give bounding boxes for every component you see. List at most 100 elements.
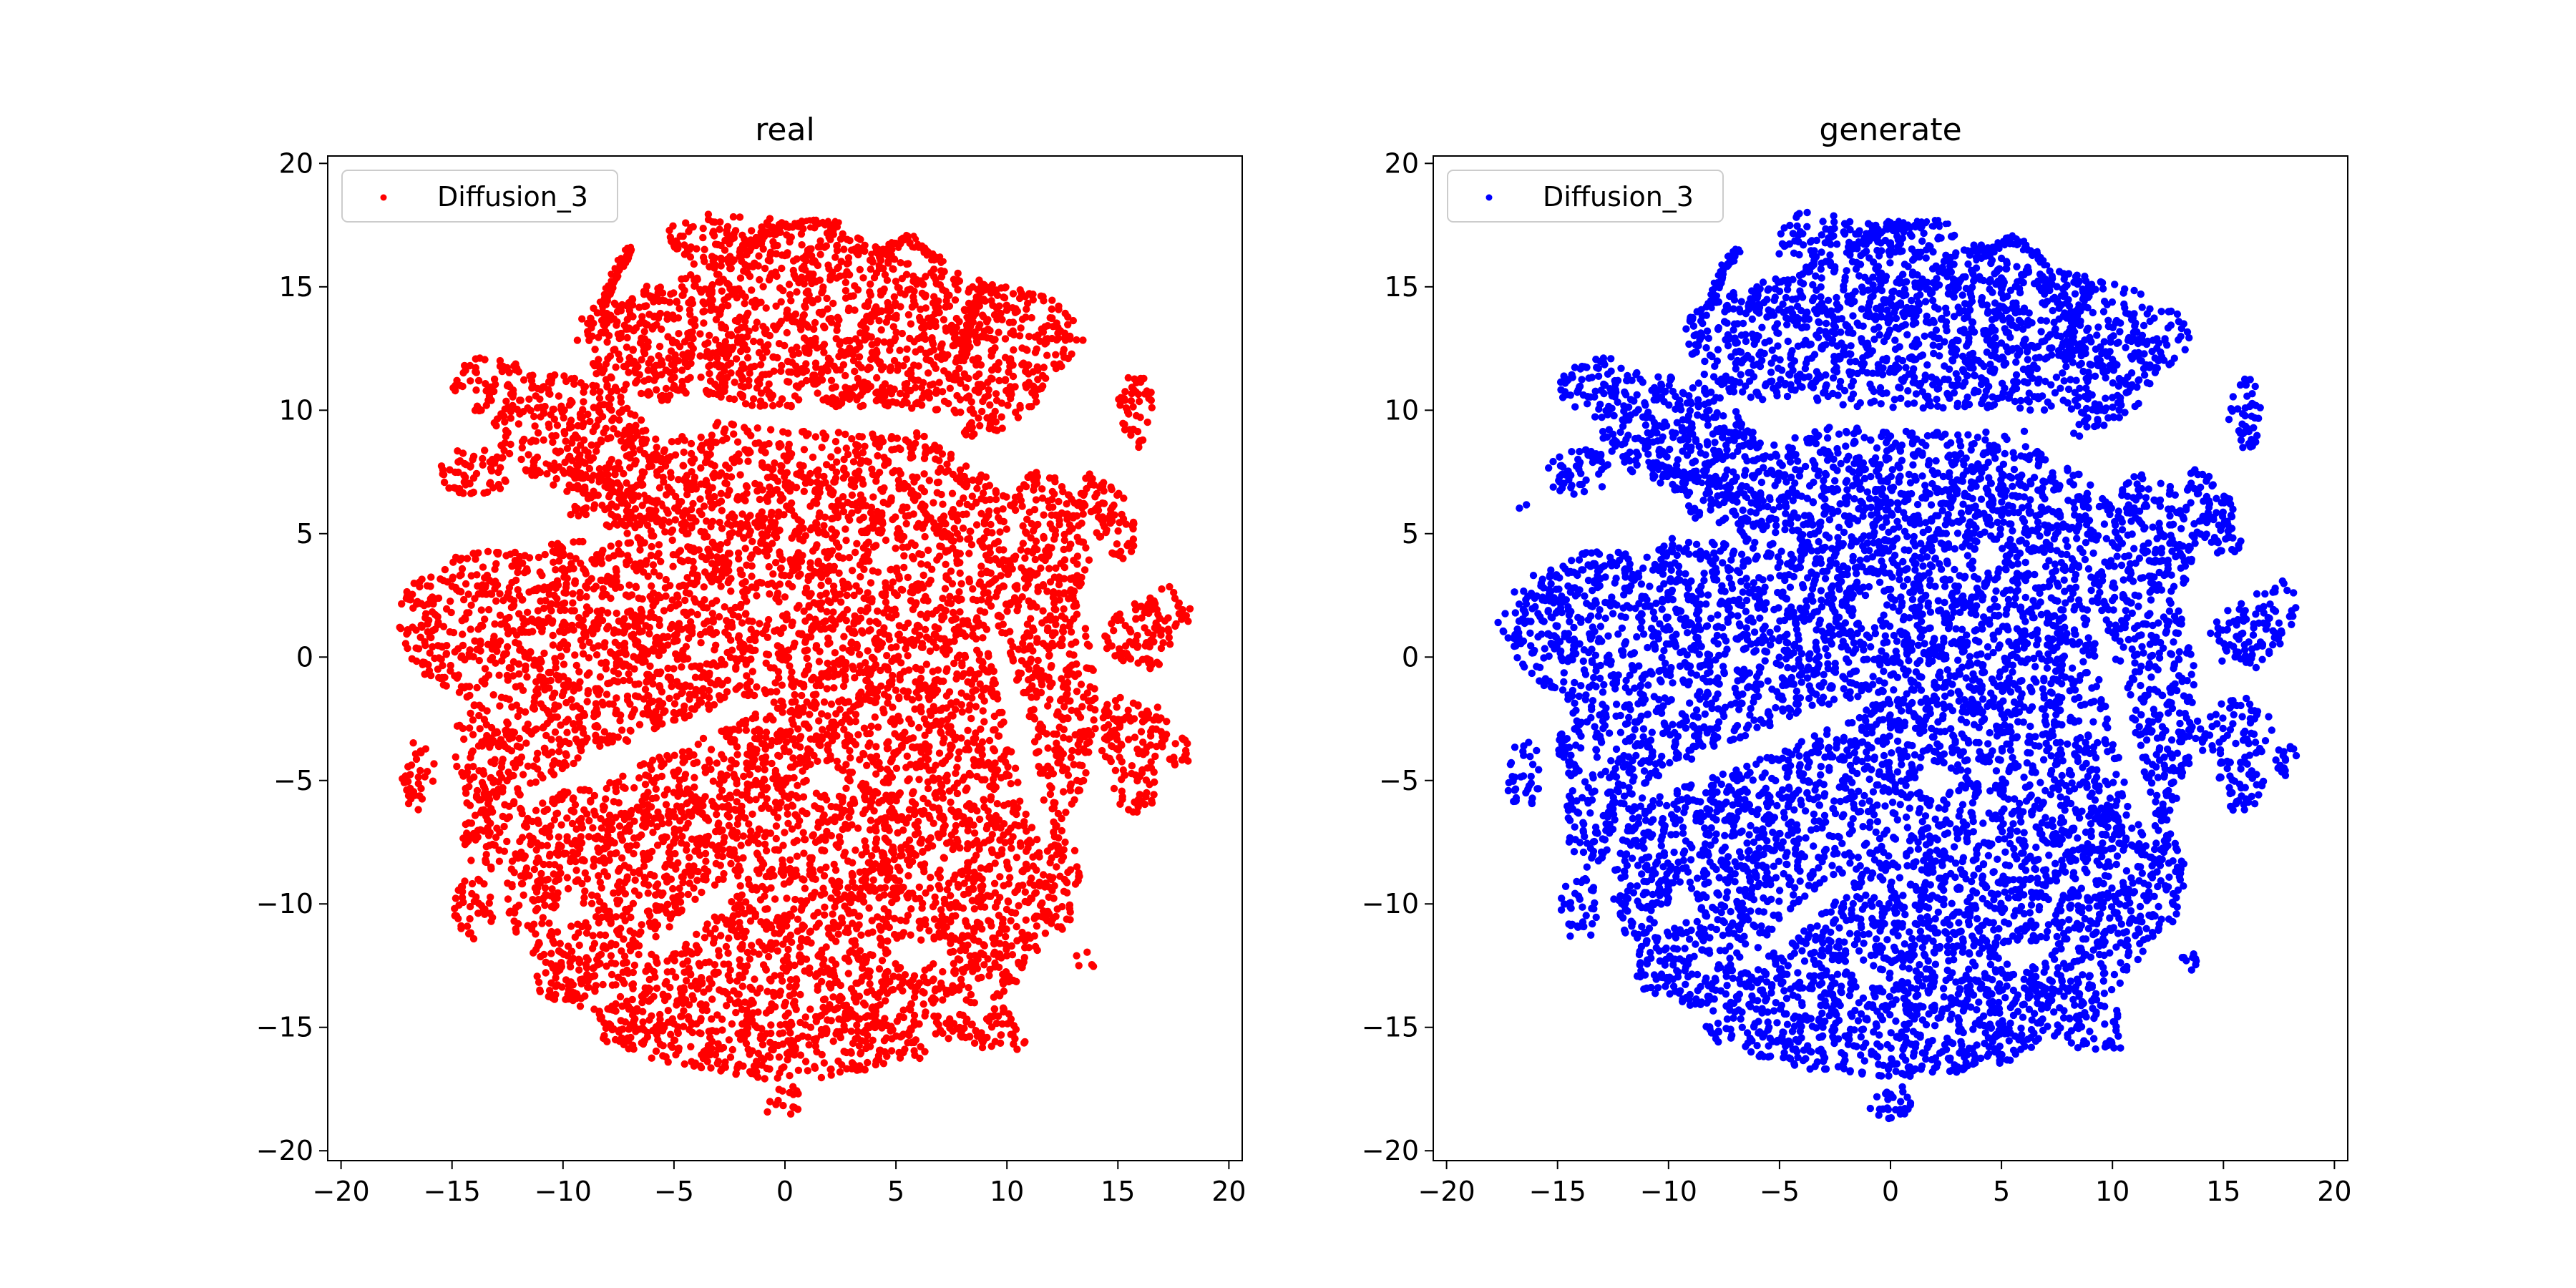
scatter-point bbox=[924, 314, 932, 322]
scatter-point bbox=[701, 793, 709, 801]
scatter-point bbox=[541, 901, 549, 909]
scatter-point bbox=[519, 891, 527, 899]
scatter-point bbox=[813, 499, 821, 507]
scatter-point bbox=[575, 668, 583, 675]
scatter-point bbox=[848, 821, 856, 829]
scatter-point bbox=[1022, 916, 1030, 924]
scatter-point bbox=[973, 965, 982, 972]
scatter-point bbox=[781, 593, 789, 601]
scatter-point bbox=[678, 839, 686, 847]
scatter-point bbox=[492, 597, 500, 605]
scatter-point bbox=[767, 1021, 775, 1029]
scatter-point bbox=[712, 827, 720, 836]
scatter-point bbox=[575, 614, 583, 622]
scatter-point bbox=[746, 771, 754, 779]
scatter-point bbox=[668, 536, 676, 545]
scatter-point bbox=[840, 455, 848, 464]
scatter-point bbox=[551, 728, 560, 736]
scatter-point bbox=[540, 436, 547, 444]
scatter-point bbox=[939, 500, 947, 508]
scatter-point bbox=[655, 343, 664, 351]
scatter-point bbox=[779, 428, 787, 436]
scatter-point bbox=[724, 949, 732, 957]
scatter-point bbox=[728, 756, 736, 764]
scatter-point bbox=[747, 827, 755, 835]
scatter-point bbox=[856, 265, 864, 273]
scatter-point bbox=[733, 820, 742, 829]
scatter-point bbox=[756, 855, 765, 864]
scatter-point bbox=[859, 274, 867, 282]
scatter-point bbox=[606, 352, 615, 360]
scatter-point bbox=[1031, 942, 1040, 951]
scatter-point bbox=[712, 641, 720, 649]
scatter-point bbox=[833, 757, 841, 766]
scatter-point bbox=[736, 924, 744, 932]
scatter-point bbox=[969, 688, 977, 696]
scatter-point bbox=[1030, 738, 1039, 746]
scatter-point bbox=[847, 753, 854, 762]
scatter-point bbox=[844, 857, 852, 865]
scatter-point bbox=[449, 573, 457, 581]
scatter-point bbox=[603, 338, 611, 346]
scatter-point bbox=[911, 301, 919, 309]
scatter-point bbox=[1043, 730, 1050, 738]
scatter-point bbox=[484, 547, 492, 555]
scatter-point bbox=[676, 817, 684, 825]
scatter-point bbox=[664, 1007, 672, 1015]
scatter-point bbox=[557, 821, 565, 829]
scatter-point bbox=[736, 956, 743, 964]
scatter-point bbox=[869, 876, 877, 884]
scatter-point bbox=[1120, 494, 1128, 502]
scatter-point bbox=[917, 610, 925, 618]
scatter-point bbox=[887, 986, 896, 994]
scatter-point bbox=[930, 819, 937, 827]
scatter-point bbox=[922, 889, 930, 897]
scatter-point bbox=[613, 694, 620, 702]
scatter-point bbox=[965, 859, 973, 867]
scatter-point bbox=[793, 288, 801, 296]
scatter-point bbox=[833, 889, 841, 897]
scatter-point bbox=[867, 509, 875, 517]
scatter-point bbox=[935, 1020, 942, 1029]
scatter-point bbox=[742, 1040, 751, 1048]
scatter-point bbox=[892, 764, 901, 773]
scatter-point bbox=[691, 774, 698, 781]
scatter-point bbox=[696, 664, 703, 673]
scatter-point bbox=[741, 545, 749, 552]
scatter-point bbox=[966, 701, 974, 709]
scatter-point bbox=[583, 698, 591, 706]
scatter-point bbox=[541, 550, 549, 559]
scatter-point bbox=[738, 231, 746, 239]
scatter-point bbox=[661, 980, 669, 988]
scatter-point bbox=[1114, 527, 1122, 535]
scatter-point bbox=[532, 806, 540, 814]
scatter-point bbox=[823, 685, 831, 693]
scatter-point bbox=[549, 438, 557, 447]
scatter-point bbox=[984, 598, 992, 606]
scatter-point bbox=[852, 711, 860, 718]
scatter-point bbox=[838, 995, 846, 1002]
scatter-point bbox=[763, 633, 772, 641]
scatter-point bbox=[557, 653, 565, 660]
scatter-point bbox=[673, 298, 680, 306]
scatter-point bbox=[648, 542, 655, 551]
scatter-point bbox=[1184, 618, 1192, 625]
scatter-point bbox=[863, 988, 872, 996]
scatter-point bbox=[796, 733, 805, 741]
scatter-point bbox=[427, 633, 435, 642]
scatter-point bbox=[792, 382, 801, 390]
scatter-point bbox=[702, 857, 710, 865]
scatter-point bbox=[761, 1075, 769, 1083]
scatter-point bbox=[687, 457, 695, 465]
scatter-point bbox=[567, 922, 575, 930]
scatter-point bbox=[995, 358, 1003, 367]
scatter-point bbox=[467, 625, 474, 633]
scatter-point bbox=[471, 595, 479, 602]
scatter-point bbox=[914, 362, 922, 370]
scatter-point bbox=[883, 745, 892, 753]
scatter-point bbox=[640, 377, 648, 385]
scatter-point bbox=[1110, 627, 1118, 635]
scatter-point bbox=[481, 665, 489, 673]
scatter-point bbox=[1066, 908, 1074, 916]
scatter-point bbox=[705, 671, 713, 680]
